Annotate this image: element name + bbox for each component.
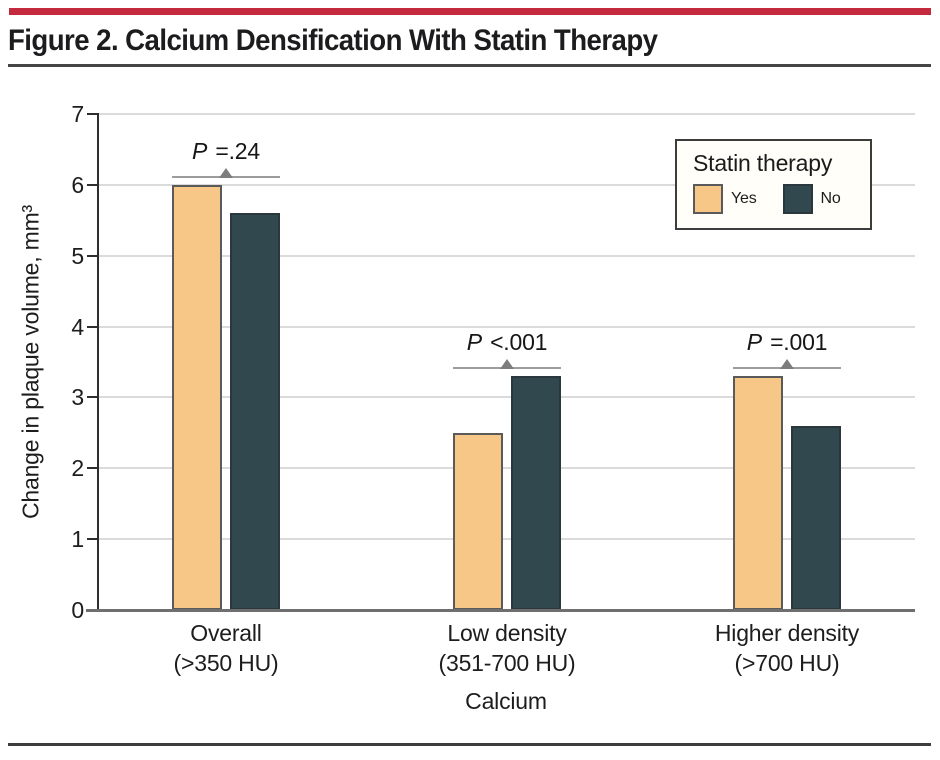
bar-no-1 [511, 376, 561, 610]
x-axis-title: Calcium [465, 688, 547, 714]
x-category-label-1: Low density (351-700 HU) [392, 618, 622, 678]
p-value-caret-icon-0 [219, 167, 233, 178]
gridline-y6 [98, 183, 915, 186]
y-axis-line [97, 113, 99, 611]
gridline-y4 [98, 325, 915, 328]
legend-item-yes: Yes [693, 184, 757, 214]
x-category-line2: (351-700 HU) [438, 650, 576, 676]
y-tick-5 [87, 254, 98, 257]
gridline-y2 [98, 467, 915, 470]
p-value-text-1: P <.001 [466, 329, 548, 356]
y-tick-label-3: 3 [71, 384, 84, 411]
y-tick-3 [87, 396, 98, 399]
gridline-y7 [98, 113, 915, 115]
p-value-text-0: P =.24 [192, 137, 260, 164]
y-tick-label-0: 0 [71, 597, 84, 623]
legend-swatch-yes [693, 184, 723, 214]
x-category-line1: Higher density [714, 620, 860, 646]
top-accent-bar [9, 8, 931, 15]
y-tick-1 [87, 538, 98, 541]
legend-items: Yes No [693, 184, 855, 214]
y-tick-6 [87, 183, 98, 186]
bar-no-2 [791, 425, 841, 610]
legend-item-no: No [782, 184, 841, 214]
bar-yes-1 [453, 432, 503, 610]
x-axis-line [86, 609, 915, 612]
p-value-caret-icon-1 [500, 359, 514, 370]
x-category-line1: Overall [190, 620, 262, 646]
y-tick-label-6: 6 [71, 171, 84, 198]
bar-yes-0 [172, 184, 222, 610]
x-category-label-0: Overall (>350 HU) [111, 618, 341, 678]
gridline-y5 [98, 254, 915, 257]
y-tick-label-5: 5 [71, 242, 84, 269]
legend: Statin therapy Yes No [675, 139, 872, 230]
legend-label-no: No [820, 190, 841, 207]
x-category-label-2: Higher density (>700 HU) [672, 618, 902, 678]
bar-no-0 [230, 213, 280, 610]
p-value-text-2: P =.001 [746, 329, 828, 356]
figure-title: Figure 2. Calcium Densification With Sta… [8, 24, 658, 57]
legend-label-yes: Yes [731, 190, 757, 207]
y-tick-label-1: 1 [71, 526, 84, 553]
x-category-line1: Low density [447, 620, 567, 646]
gridline-y1 [98, 538, 915, 541]
bottom-divider [8, 743, 931, 746]
gridline-y3 [98, 396, 915, 399]
legend-swatch-no [782, 184, 813, 214]
x-category-line2: (>350 HU) [173, 650, 279, 676]
y-tick-2 [87, 467, 98, 470]
y-tick-label-2: 2 [71, 455, 84, 482]
y-tick-label-4: 4 [71, 313, 84, 340]
y-tick-4 [87, 325, 98, 328]
bar-yes-2 [733, 376, 783, 610]
title-divider [8, 64, 931, 67]
x-category-line2: (>700 HU) [734, 650, 840, 676]
p-value-caret-icon-2 [780, 359, 794, 370]
legend-title: Statin therapy [693, 150, 833, 176]
y-tick-7 [87, 113, 98, 115]
y-tick-label-7: 7 [71, 101, 84, 127]
